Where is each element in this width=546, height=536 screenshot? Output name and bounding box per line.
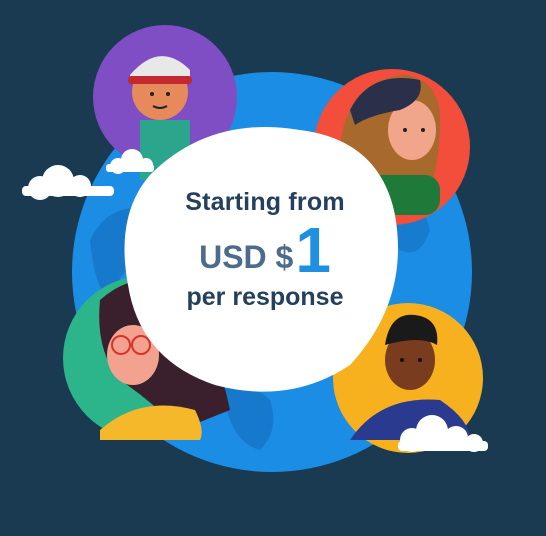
cloud-icon [398,415,488,452]
cloud-icon [106,149,154,174]
currency-label: USD $ [199,239,294,276]
per-response-label: per response [186,283,344,312]
price-bubble [124,127,399,392]
avatar-top-left [93,25,237,180]
price-amount: 1 [295,214,331,286]
cloud-icon [22,165,114,200]
price-text: Starting from USD $ 1 per response [160,188,370,312]
starting-from-label: Starting from [185,188,345,216]
price-line: USD $ 1 [160,214,370,286]
continent-shape [220,386,274,450]
avatar-bottom-right [333,303,483,453]
